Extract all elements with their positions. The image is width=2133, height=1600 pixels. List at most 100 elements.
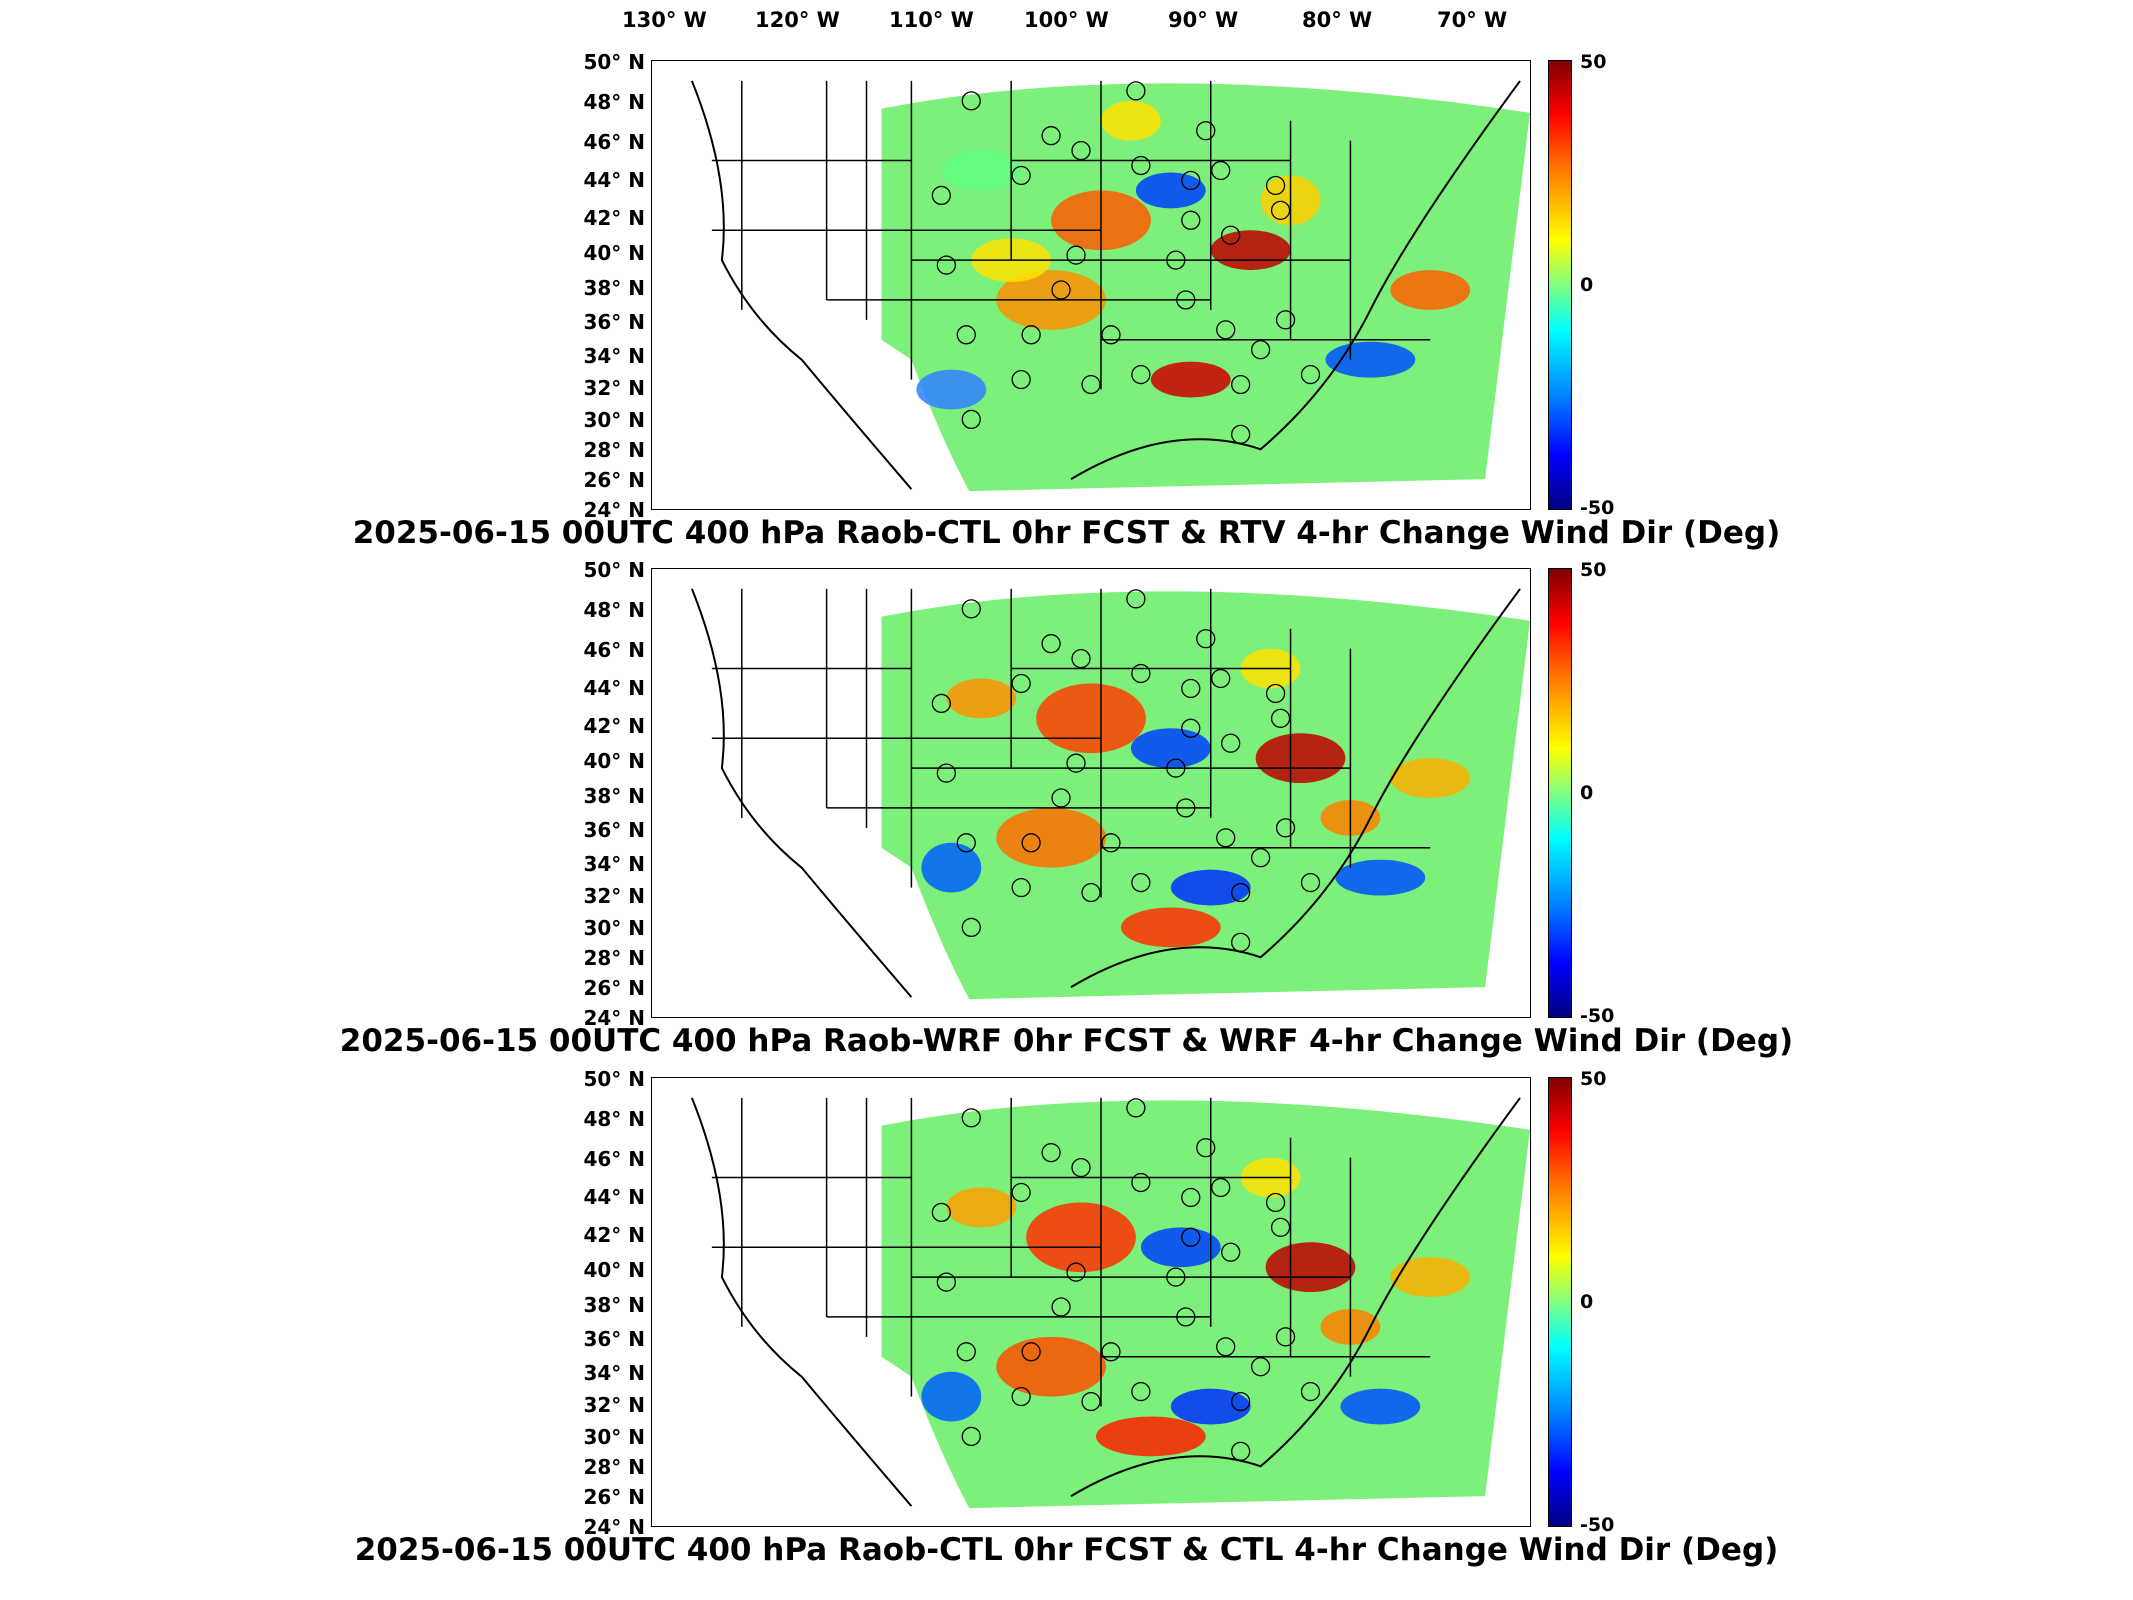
lat-label: 36° N	[583, 818, 645, 842]
lon-label: 70° W	[1437, 8, 1508, 32]
field-blob	[1135, 172, 1206, 209]
latitude-axis: 50° N 48° N 46° N 44° N 42° N 40° N 38° N 36° N…	[575, 1067, 645, 1539]
field-blob	[921, 1371, 982, 1422]
station-marker	[1176, 290, 1196, 310]
map-canvas	[690, 1097, 1530, 1509]
station-marker	[1231, 1441, 1251, 1461]
station-marker	[1196, 629, 1216, 649]
lat-label: 46° N	[583, 130, 645, 154]
station-marker	[1051, 788, 1071, 808]
station-marker	[1231, 424, 1251, 444]
lat-label: 28° N	[583, 1455, 645, 1479]
longitude-axis: 130° W 120° W 110° W 100° W 90° W 80° W …	[0, 0, 2133, 40]
station-marker	[1066, 245, 1086, 265]
field-blob	[1095, 1416, 1206, 1457]
station-marker	[1250, 848, 1271, 868]
station-marker	[1181, 210, 1201, 230]
station-marker	[1021, 1342, 1041, 1362]
lat-label: 44° N	[583, 676, 645, 700]
lon-label: 130° W	[622, 8, 707, 32]
coastline	[1070, 588, 1521, 988]
colorbar	[1548, 60, 1572, 510]
lat-label: 36° N	[583, 1327, 645, 1351]
field-blob	[1170, 869, 1251, 906]
station-marker	[1221, 225, 1241, 245]
station-marker	[1216, 828, 1236, 848]
station-marker	[1051, 1297, 1071, 1317]
lat-label: 26° N	[583, 976, 645, 1000]
map-panel-3: 50° N 48° N 46° N 44° N 42° N 40° N 38° N 36° N…	[0, 1067, 2133, 1587]
station-marker	[961, 1426, 981, 1447]
lat-label: 38° N	[583, 784, 645, 808]
lat-label: 42° N	[583, 1223, 645, 1247]
lat-label: 44° N	[583, 1185, 645, 1209]
coastline	[690, 1097, 913, 1507]
coastline	[1070, 1097, 1521, 1497]
map-plot	[651, 1077, 1531, 1527]
station-marker	[1041, 1143, 1061, 1163]
lat-label: 32° N	[583, 376, 645, 400]
station-marker	[1270, 708, 1291, 728]
field-blob	[946, 678, 1017, 719]
station-marker	[1275, 1327, 1296, 1347]
station-marker	[1101, 325, 1121, 345]
station-marker	[1211, 1177, 1231, 1198]
field-blob	[1130, 728, 1211, 769]
station-marker	[1181, 170, 1201, 191]
colorbar-max-label: 50	[1580, 559, 1607, 581]
station-marker	[1131, 1172, 1151, 1193]
station-marker	[1081, 1391, 1101, 1412]
field-blob	[1120, 907, 1221, 948]
map-plot	[651, 568, 1531, 1018]
station-marker	[1275, 818, 1296, 838]
field-blob	[1150, 361, 1231, 398]
field-blob	[1335, 859, 1426, 896]
colorbar-mid-label: 0	[1580, 1291, 1594, 1313]
station-marker	[936, 1272, 956, 1292]
station-marker	[1300, 872, 1321, 893]
station-marker	[1181, 678, 1201, 699]
field-blob	[1390, 1257, 1471, 1298]
station-marker	[1131, 872, 1151, 893]
station-marker	[956, 833, 976, 853]
station-marker	[1101, 833, 1121, 853]
field-blob	[996, 1336, 1106, 1397]
lat-label: 24° N	[583, 1006, 645, 1030]
lat-label: 34° N	[583, 344, 645, 368]
field-blob	[1036, 683, 1146, 754]
field-blob	[946, 1187, 1017, 1228]
lat-label: 26° N	[583, 1485, 645, 1509]
station-marker	[956, 325, 976, 345]
lat-label: 42° N	[583, 206, 645, 230]
colorbar-mid-label: 0	[1580, 274, 1594, 296]
station-marker	[1011, 877, 1031, 898]
station-marker	[1081, 882, 1101, 903]
station-marker	[1071, 648, 1091, 669]
station-marker	[1221, 1242, 1241, 1262]
lat-label: 24° N	[583, 1515, 645, 1539]
colorbar-max-label: 50	[1580, 1068, 1607, 1090]
lat-label: 32° N	[583, 1393, 645, 1417]
lon-label: 100° W	[1024, 8, 1109, 32]
field-blob	[1210, 230, 1291, 271]
station-marker	[1071, 1157, 1091, 1178]
field-blob	[921, 842, 982, 893]
station-marker	[1216, 320, 1236, 340]
station-marker	[1196, 1138, 1216, 1158]
field-blob	[1140, 1227, 1221, 1268]
lat-label: 34° N	[583, 852, 645, 876]
station-marker	[931, 185, 951, 206]
lat-label: 50° N	[583, 50, 645, 74]
station-marker	[1041, 126, 1061, 146]
map-plot	[651, 60, 1531, 510]
field-blob	[1340, 1388, 1421, 1425]
station-marker	[1066, 1262, 1086, 1282]
lat-label: 40° N	[583, 749, 645, 773]
station-marker	[1300, 364, 1321, 385]
station-marker	[1275, 310, 1296, 330]
panel-title: 2025-06-15 00UTC 400 hPa Raob-CTL 0hr FC…	[354, 1532, 1779, 1568]
station-marker	[936, 255, 956, 275]
station-marker	[1176, 798, 1196, 818]
lat-label: 30° N	[583, 1425, 645, 1449]
station-marker	[1166, 1267, 1186, 1287]
